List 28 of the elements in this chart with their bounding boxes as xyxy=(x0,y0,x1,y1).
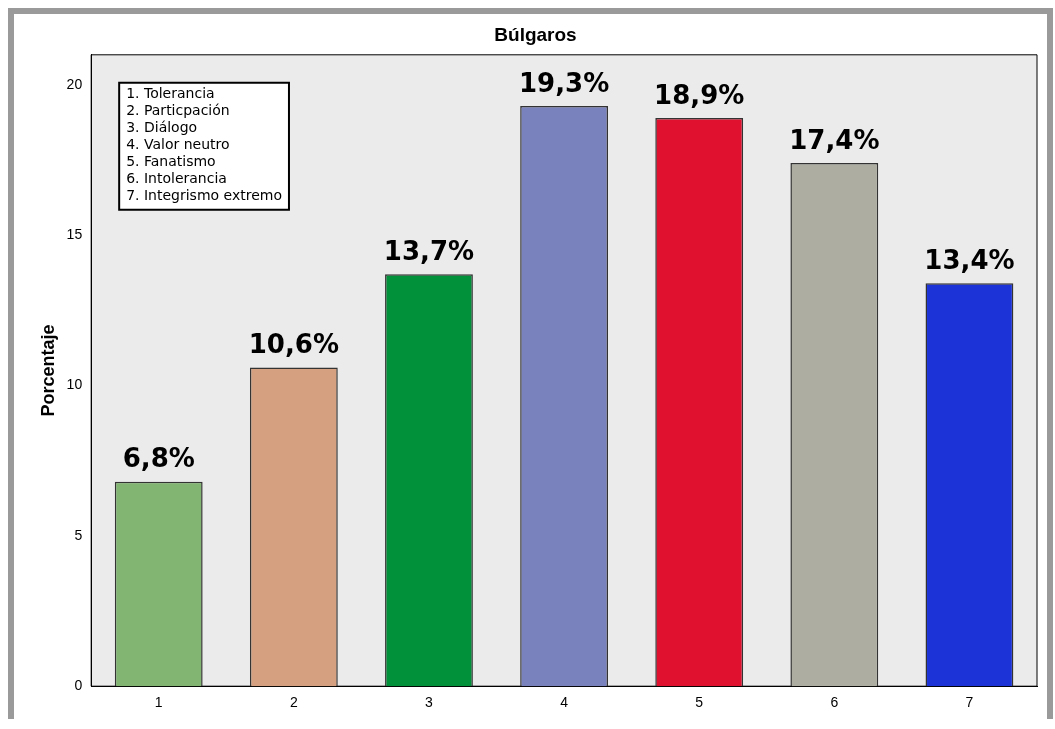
y-tick-label: 0 xyxy=(74,677,83,694)
x-tick-label: 6 xyxy=(830,694,839,711)
data-label: 13,7% xyxy=(383,236,475,267)
data-label: 17,4% xyxy=(789,124,880,155)
data-label: 10,6% xyxy=(248,329,339,360)
data-label: 6,8% xyxy=(122,443,195,474)
y-tick-label: 15 xyxy=(66,226,83,243)
y-axis-title: Porcentaje xyxy=(37,324,58,417)
x-tick-label: 7 xyxy=(965,694,974,711)
y-tick-label: 10 xyxy=(66,376,83,393)
data-label: 13,4% xyxy=(924,245,1015,276)
chart-title: Búlgaros xyxy=(494,23,577,45)
x-tick-label: 1 xyxy=(154,694,163,711)
x-tick-label: 2 xyxy=(289,694,298,711)
annotation: 1. Tolerancia xyxy=(126,85,215,102)
x-tick-label: 3 xyxy=(425,694,434,711)
data-label: 19,3% xyxy=(518,67,610,98)
y-tick-label: 5 xyxy=(74,526,83,543)
annotation: 3. Diálogo xyxy=(126,119,198,136)
annotation: 4. Valor neutro xyxy=(126,136,230,153)
y-tick-label: 20 xyxy=(66,75,83,92)
x-tick-label: 5 xyxy=(695,694,704,711)
annotation: 5. Fanatismo xyxy=(126,153,216,170)
annotation: 6. Intolerancia xyxy=(126,170,227,187)
annotation: 7. Integrismo extremo xyxy=(126,187,282,204)
annotation: 2. Particpación xyxy=(126,102,230,119)
data-label: 18,9% xyxy=(654,79,745,110)
x-tick-label: 4 xyxy=(560,694,569,711)
